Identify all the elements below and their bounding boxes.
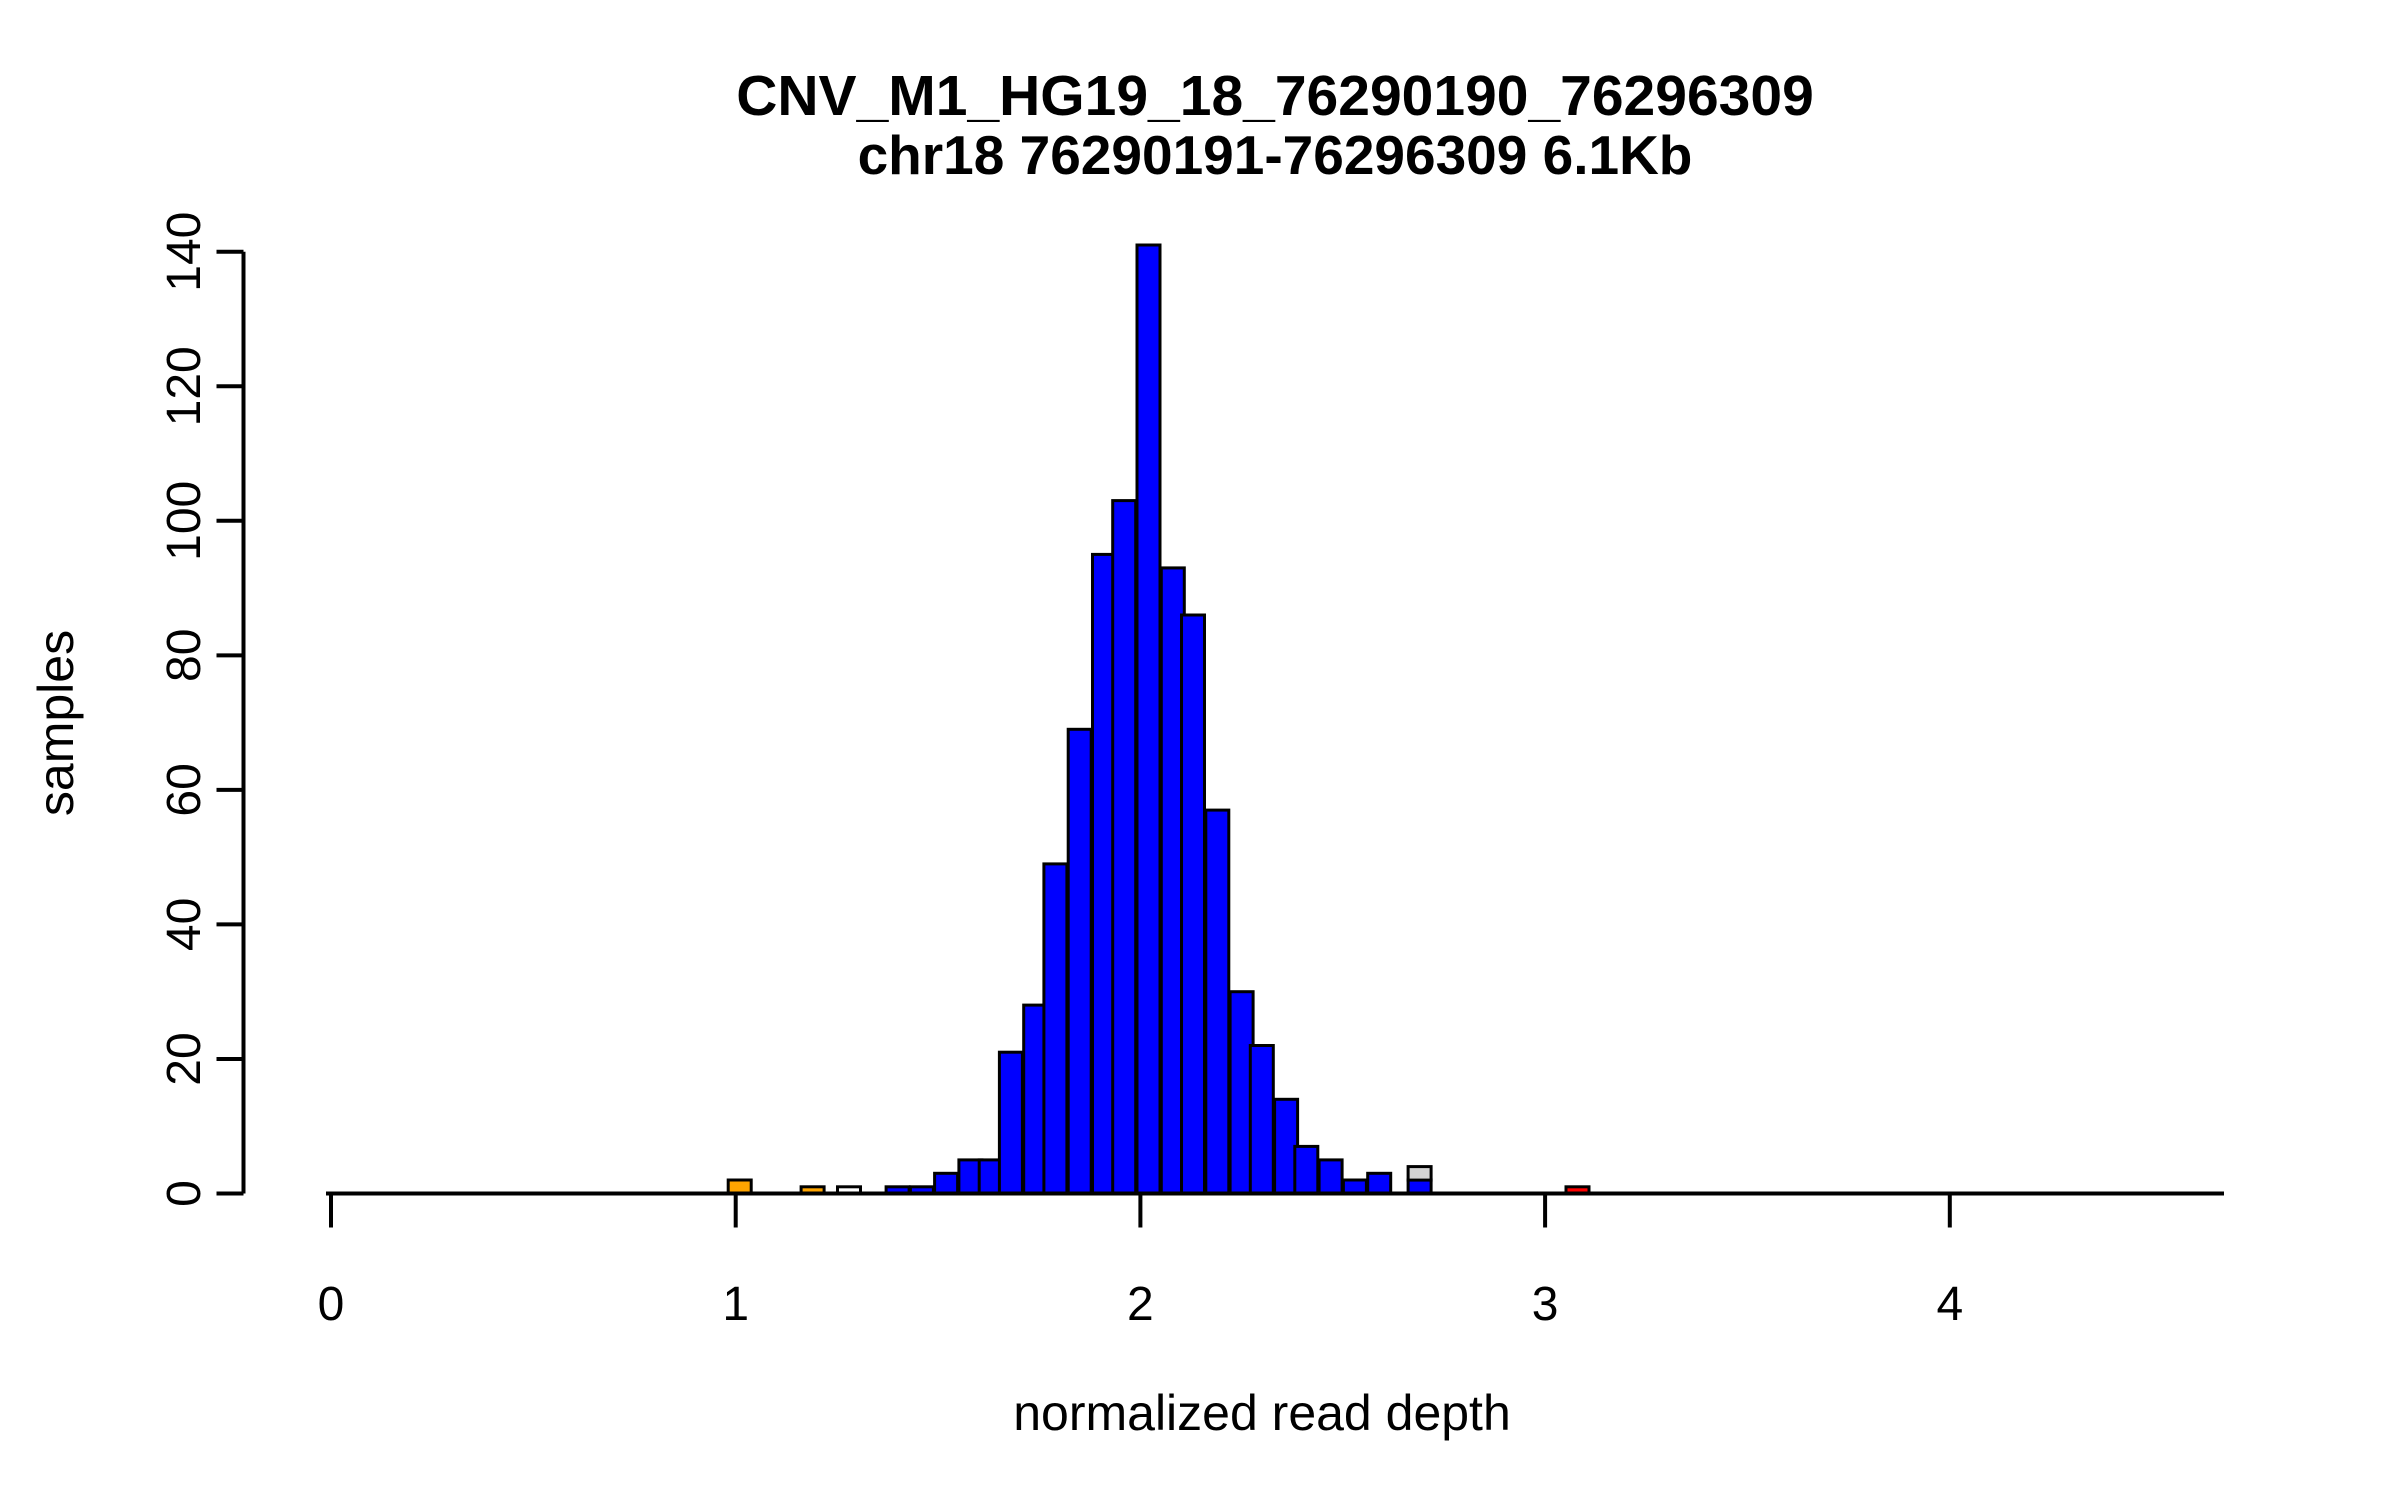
y-tick-label: 140 [158, 212, 211, 292]
y-tick-label: 0 [158, 1180, 211, 1207]
chart-subtitle: chr18 76290191-76296309 6.1Kb [858, 124, 1693, 186]
x-axis-title: normalized read depth [1013, 1385, 1511, 1441]
y-tick-label: 120 [158, 346, 211, 426]
y-tick-label: 60 [158, 763, 211, 816]
histogram-bar-blue [1317, 1158, 1344, 1196]
y-tick-label: 40 [158, 898, 211, 951]
y-tick-label: 20 [158, 1032, 211, 1085]
y-axis-title: samples [28, 630, 84, 816]
histogram-bar-blue [1111, 499, 1138, 1196]
y-tick-label: 100 [158, 481, 211, 561]
y-ticks-layer: 0 20 40 60 80 100 120 140 [158, 212, 244, 1207]
x-ticks-layer: 0 1 2 3 4 [318, 1193, 1963, 1331]
histogram-bar-blue [1066, 727, 1093, 1195]
x-tick-label: 3 [1532, 1278, 1559, 1331]
histogram-bar-blue [1341, 1178, 1368, 1195]
axes-layer: 0 1 2 3 4 0 20 40 60 80 100 120 140 [158, 212, 2224, 1331]
bars-layer [726, 243, 1591, 1196]
histogram-bar-blue [1366, 1171, 1393, 1196]
x-tick-label: 1 [722, 1278, 749, 1331]
x-tick-label: 0 [318, 1278, 345, 1331]
histogram-bar-blue [1135, 243, 1162, 1195]
histogram-bar-blue [1204, 808, 1231, 1195]
histogram-bar-blue [1042, 862, 1069, 1196]
histogram-bar-blue [997, 1050, 1024, 1195]
histogram-bar-blue [1406, 1178, 1433, 1195]
histogram-bar-orange [726, 1178, 753, 1195]
histogram-bar-gray [1406, 1165, 1433, 1182]
histogram-bar-blue [933, 1171, 960, 1196]
histogram-bar-blue [1180, 613, 1206, 1195]
histogram-bar-blue [1248, 1044, 1275, 1195]
y-tick-label: 80 [158, 629, 211, 682]
histogram-bar-blue [1293, 1144, 1320, 1196]
x-tick-label: 2 [1127, 1278, 1154, 1331]
chart-title: CNV_M1_HG19_18_76290190_76296309 [736, 64, 1814, 128]
x-tick-label: 4 [1936, 1278, 1963, 1331]
